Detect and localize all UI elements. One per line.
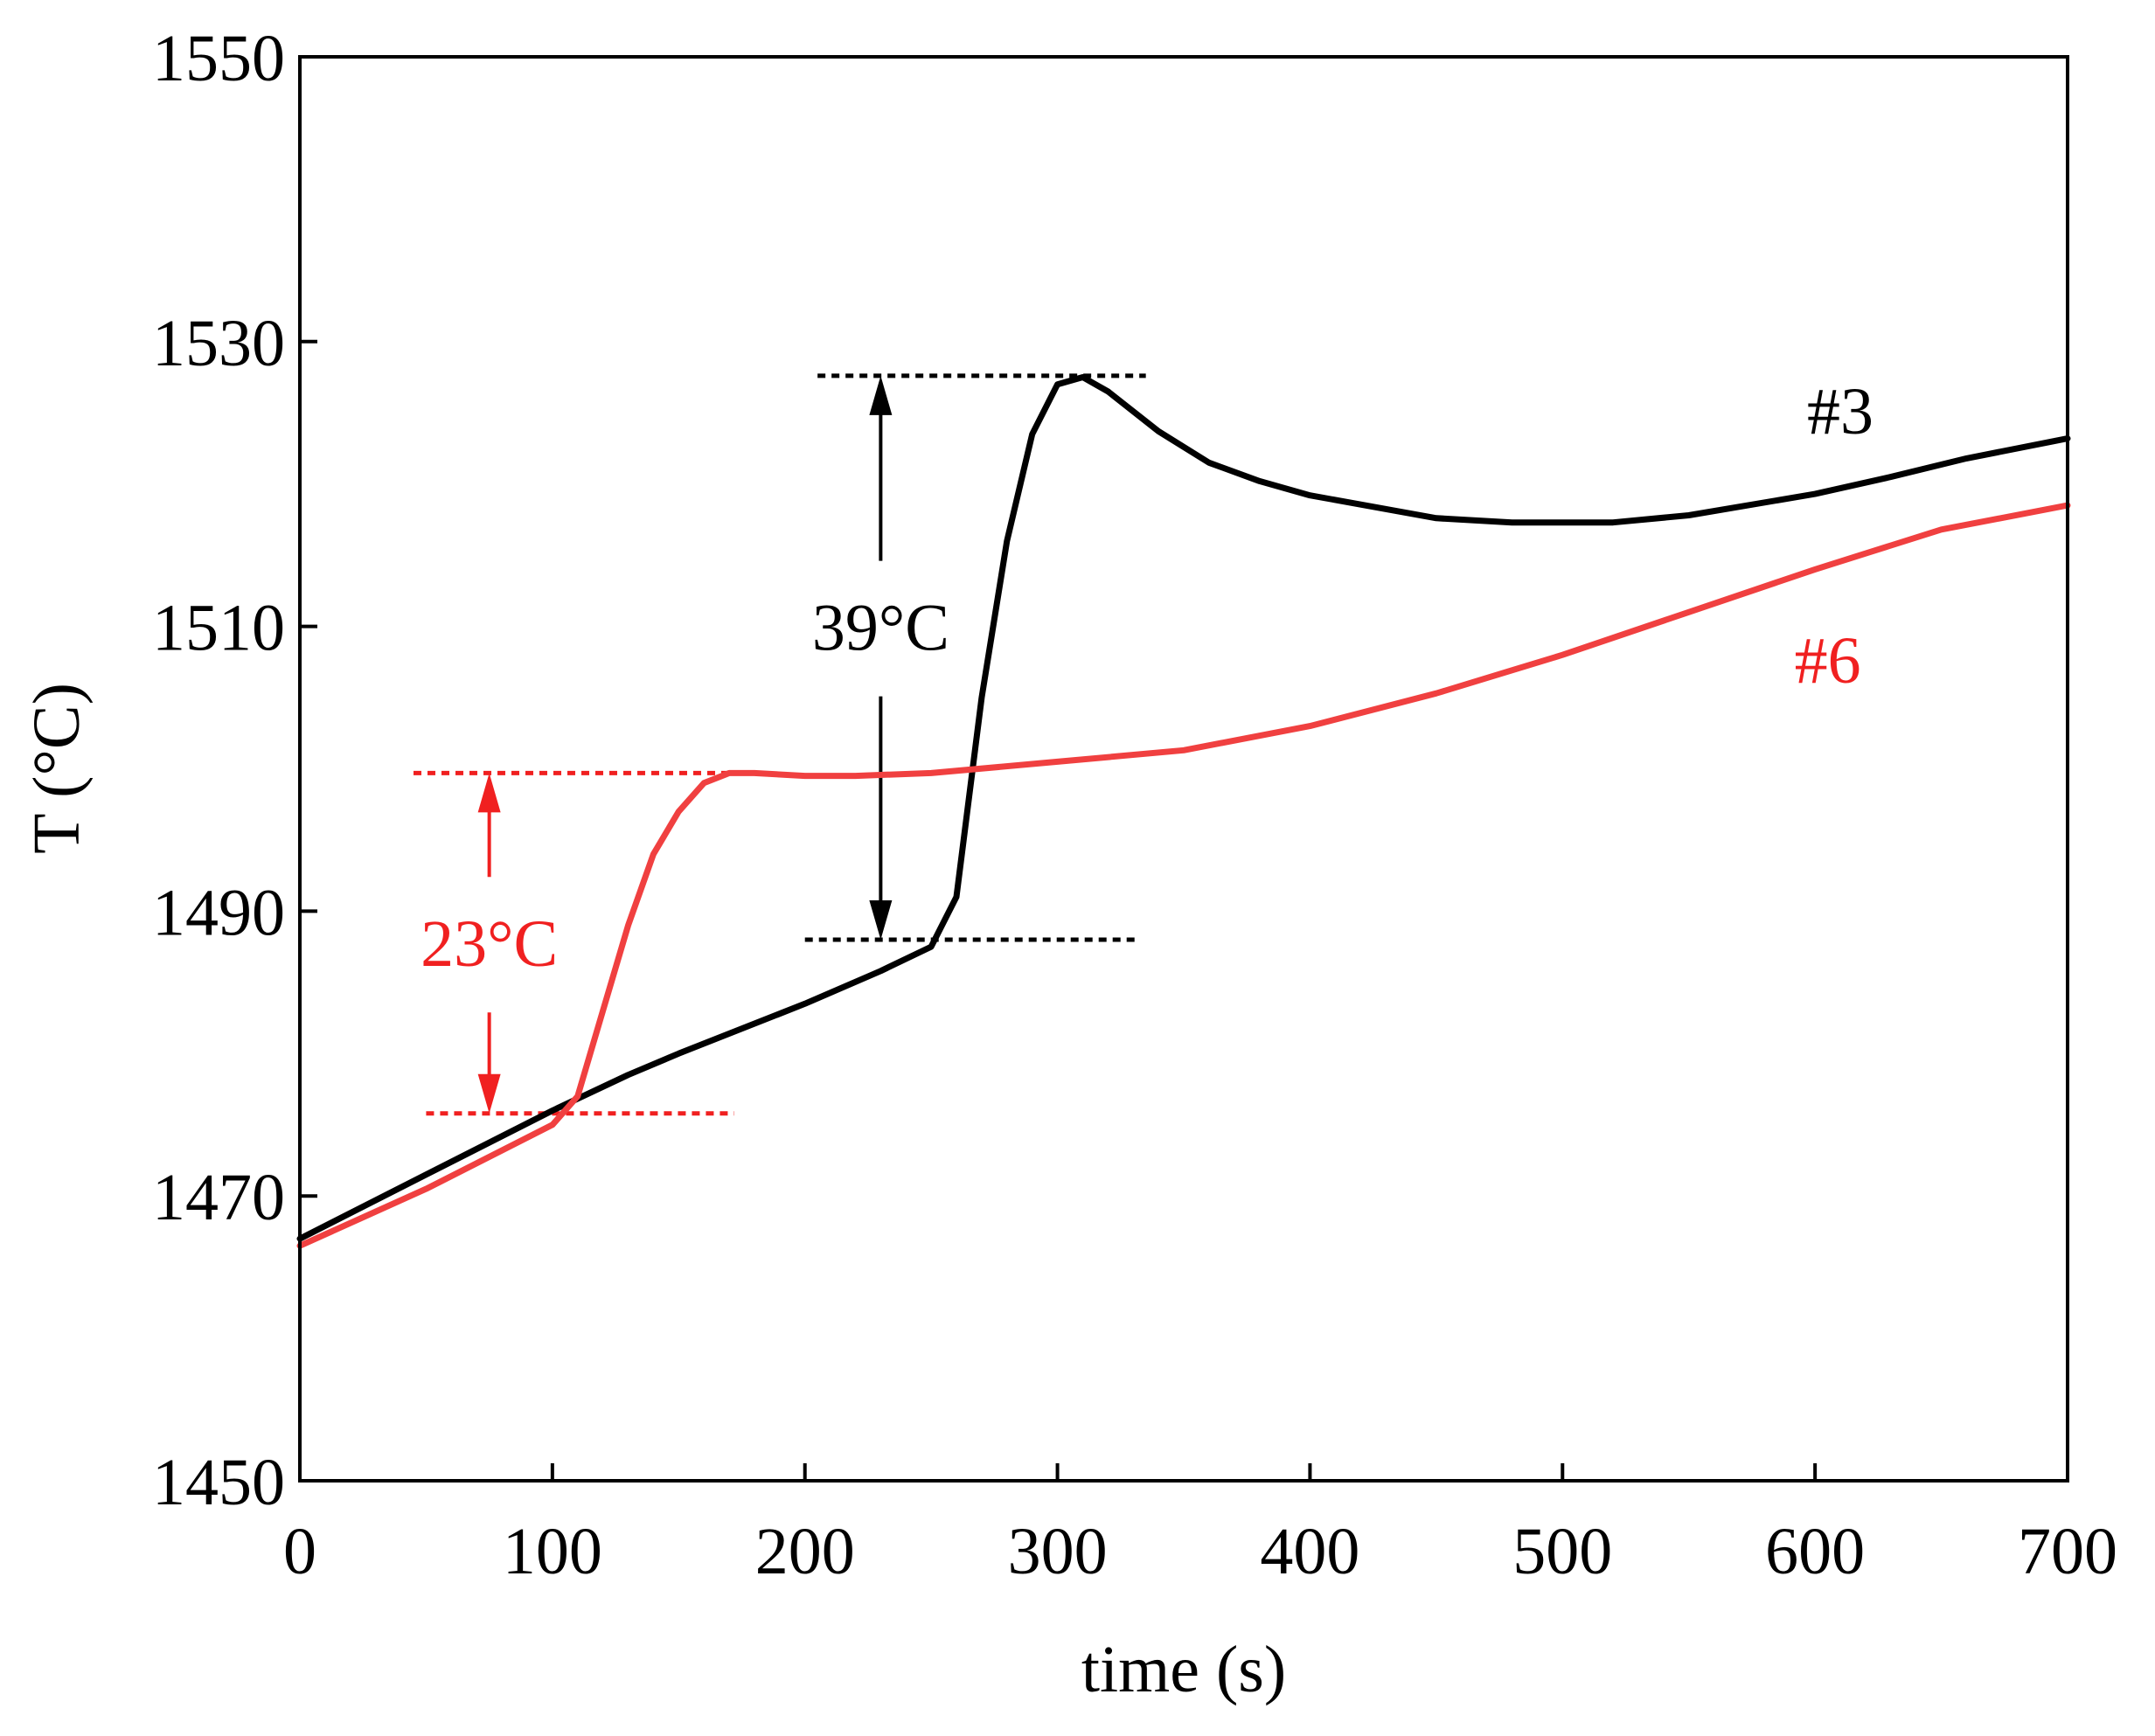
x-tick-label: 400	[1260, 1515, 1359, 1588]
y-tick-label: 1470	[152, 1161, 285, 1234]
series-line-1	[296, 374, 2071, 1242]
x-tick-label: 500	[1512, 1515, 1612, 1588]
x-tick-label: 100	[503, 1515, 602, 1588]
arrowhead-up	[869, 375, 893, 415]
series-lines: #3 #6	[296, 374, 2071, 1249]
series-label: #6	[1795, 624, 1861, 698]
annotations: 39°C 23°C	[413, 373, 1146, 1116]
y-tick-label: 1530	[152, 307, 285, 380]
series-label: #3	[1807, 375, 1873, 448]
arrowhead-up	[477, 773, 501, 813]
y-tick-label: 1450	[152, 1446, 285, 1519]
series-line-2	[296, 502, 2071, 1249]
x-tick-label: 700	[2018, 1515, 2117, 1588]
arrowhead-down	[869, 899, 893, 940]
x-tick-label: 300	[1008, 1515, 1108, 1588]
annotation-label: 23°C	[421, 907, 558, 981]
x-tick-label: 200	[755, 1515, 855, 1588]
arrowhead-down	[477, 1073, 501, 1114]
axes: 0 100 200 300 400 500 600 700 1450 1470 1490 1510 15…	[152, 22, 2117, 1588]
y-axis-label: T (°C)	[20, 683, 94, 854]
x-tick-label: 600	[1765, 1515, 1865, 1588]
annotation-label: 39°C	[812, 592, 949, 665]
x-tick-label: 0	[283, 1515, 316, 1588]
plot-frame	[298, 55, 2069, 1483]
x-axis-label: time (s)	[1081, 1633, 1286, 1706]
y-tick-label: 1490	[152, 876, 285, 949]
y-tick-label: 1510	[152, 592, 285, 665]
y-tick-label: 1550	[152, 22, 285, 95]
